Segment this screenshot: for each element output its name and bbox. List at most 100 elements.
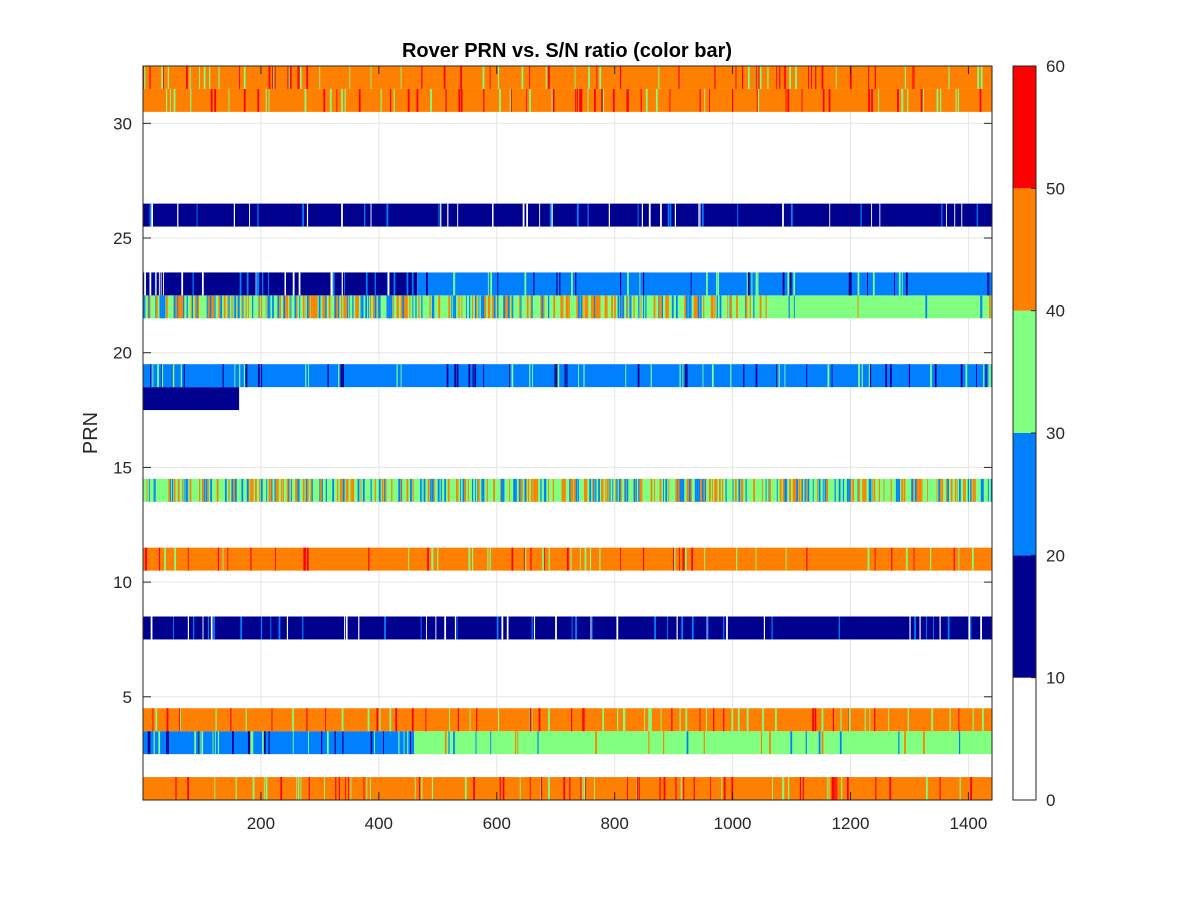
heatmap-cell	[747, 272, 750, 296]
heatmap-cell	[144, 66, 146, 89]
heatmap-cell	[366, 777, 368, 800]
heatmap-cell	[163, 295, 166, 319]
heatmap-cell	[286, 295, 289, 319]
heatmap-cell	[868, 88, 870, 112]
heatmap-cell	[321, 478, 322, 502]
heatmap-cell	[858, 364, 860, 388]
heatmap-cell	[165, 731, 167, 755]
heatmap-cell	[776, 66, 778, 89]
heatmap-cell	[384, 478, 386, 502]
heatmap-cell	[654, 478, 656, 502]
heatmap-cell	[681, 478, 683, 502]
heatmap-cell	[768, 478, 770, 502]
heatmap-cell	[487, 295, 489, 319]
heatmap-cell	[700, 295, 702, 319]
heatmap-cell	[505, 295, 507, 319]
heatmap-cell	[234, 364, 236, 388]
heatmap-cell	[482, 295, 485, 319]
heatmap-cell	[397, 295, 399, 319]
heatmap-cell	[227, 547, 229, 571]
heatmap-cell	[189, 66, 191, 89]
heatmap-cell	[663, 731, 665, 755]
heatmap-cell	[445, 88, 447, 112]
x-tick-label: 1200	[832, 814, 870, 833]
heatmap-cell	[334, 731, 336, 755]
heatmap-cell	[461, 295, 463, 319]
heatmap-cell	[562, 295, 564, 319]
heatmap-cell	[898, 272, 901, 296]
heatmap-cell	[519, 478, 521, 502]
heatmap-cell	[595, 478, 597, 502]
heatmap-cell	[358, 616, 360, 640]
heatmap-cell	[580, 295, 583, 319]
colorbar-tick-label: 20	[1046, 546, 1065, 565]
heatmap-cell	[848, 478, 850, 502]
heatmap-cell	[526, 88, 528, 112]
heatmap-cell	[489, 547, 491, 571]
heatmap-cell	[233, 203, 235, 227]
heatmap-cell	[161, 364, 164, 388]
heatmap-cell	[654, 616, 656, 640]
heatmap-cell	[536, 478, 539, 502]
heatmap-cell	[235, 777, 237, 800]
heatmap-cell	[454, 364, 457, 388]
heatmap-cell	[252, 731, 254, 755]
heatmap-cell	[946, 203, 947, 227]
y-tick-label: 10	[113, 573, 132, 592]
heatmap-cell	[489, 66, 491, 89]
heatmap-cell	[187, 616, 189, 640]
heatmap-cell	[390, 88, 392, 112]
heatmap-cell	[835, 66, 837, 89]
heatmap-cell	[663, 478, 664, 502]
x-tick-label: 600	[483, 814, 511, 833]
heatmap-cell	[709, 478, 711, 502]
heatmap-cell	[325, 295, 327, 319]
heatmap-cell	[907, 708, 909, 732]
heatmap-cell	[625, 364, 627, 388]
heatmap-cell	[949, 708, 951, 732]
heatmap-cell	[175, 295, 178, 319]
heatmap-cell	[469, 295, 471, 319]
heatmap-cell	[143, 708, 992, 732]
heatmap-cell	[783, 66, 785, 89]
heatmap-cell	[457, 478, 459, 502]
heatmap-cell	[524, 478, 527, 502]
heatmap-cell	[690, 478, 692, 502]
heatmap-cell	[714, 478, 717, 502]
heatmap-cell	[821, 66, 824, 89]
heatmap-cell	[755, 364, 758, 388]
heatmap-cell	[678, 66, 680, 89]
heatmap-cell	[638, 478, 640, 502]
heatmap-cell	[973, 478, 975, 502]
heatmap-cell	[144, 272, 146, 296]
heatmap-cell	[149, 295, 151, 319]
heatmap-cell	[355, 295, 358, 319]
heatmap-cell	[233, 478, 235, 502]
heatmap-cell	[245, 708, 247, 732]
heatmap-cell	[149, 66, 151, 89]
heatmap-cell	[544, 478, 547, 502]
heatmap-cell	[584, 478, 585, 502]
heatmap-cell	[874, 708, 876, 732]
heatmap-cell	[454, 272, 456, 296]
heatmap-cell	[502, 777, 505, 800]
heatmap-cell	[840, 708, 842, 732]
heatmap-cell	[549, 203, 552, 227]
heatmap-cell	[400, 295, 403, 319]
heatmap-cell	[432, 295, 435, 319]
heatmap-cell	[158, 731, 161, 755]
heatmap-cell	[278, 616, 281, 640]
heatmap-cell	[443, 66, 446, 89]
heatmap-cell	[207, 616, 210, 640]
heatmap-cell	[775, 708, 777, 732]
heatmap-cell	[477, 478, 480, 502]
heatmap-cell	[149, 731, 151, 755]
heatmap-cell	[347, 478, 349, 502]
heatmap-cell	[300, 777, 302, 800]
heatmap-cell	[583, 364, 585, 388]
heatmap-cell	[182, 295, 184, 319]
heatmap-cell	[323, 88, 326, 112]
heatmap-cell	[329, 88, 332, 112]
heatmap-cell	[792, 478, 795, 502]
heatmap-cell	[977, 66, 980, 89]
